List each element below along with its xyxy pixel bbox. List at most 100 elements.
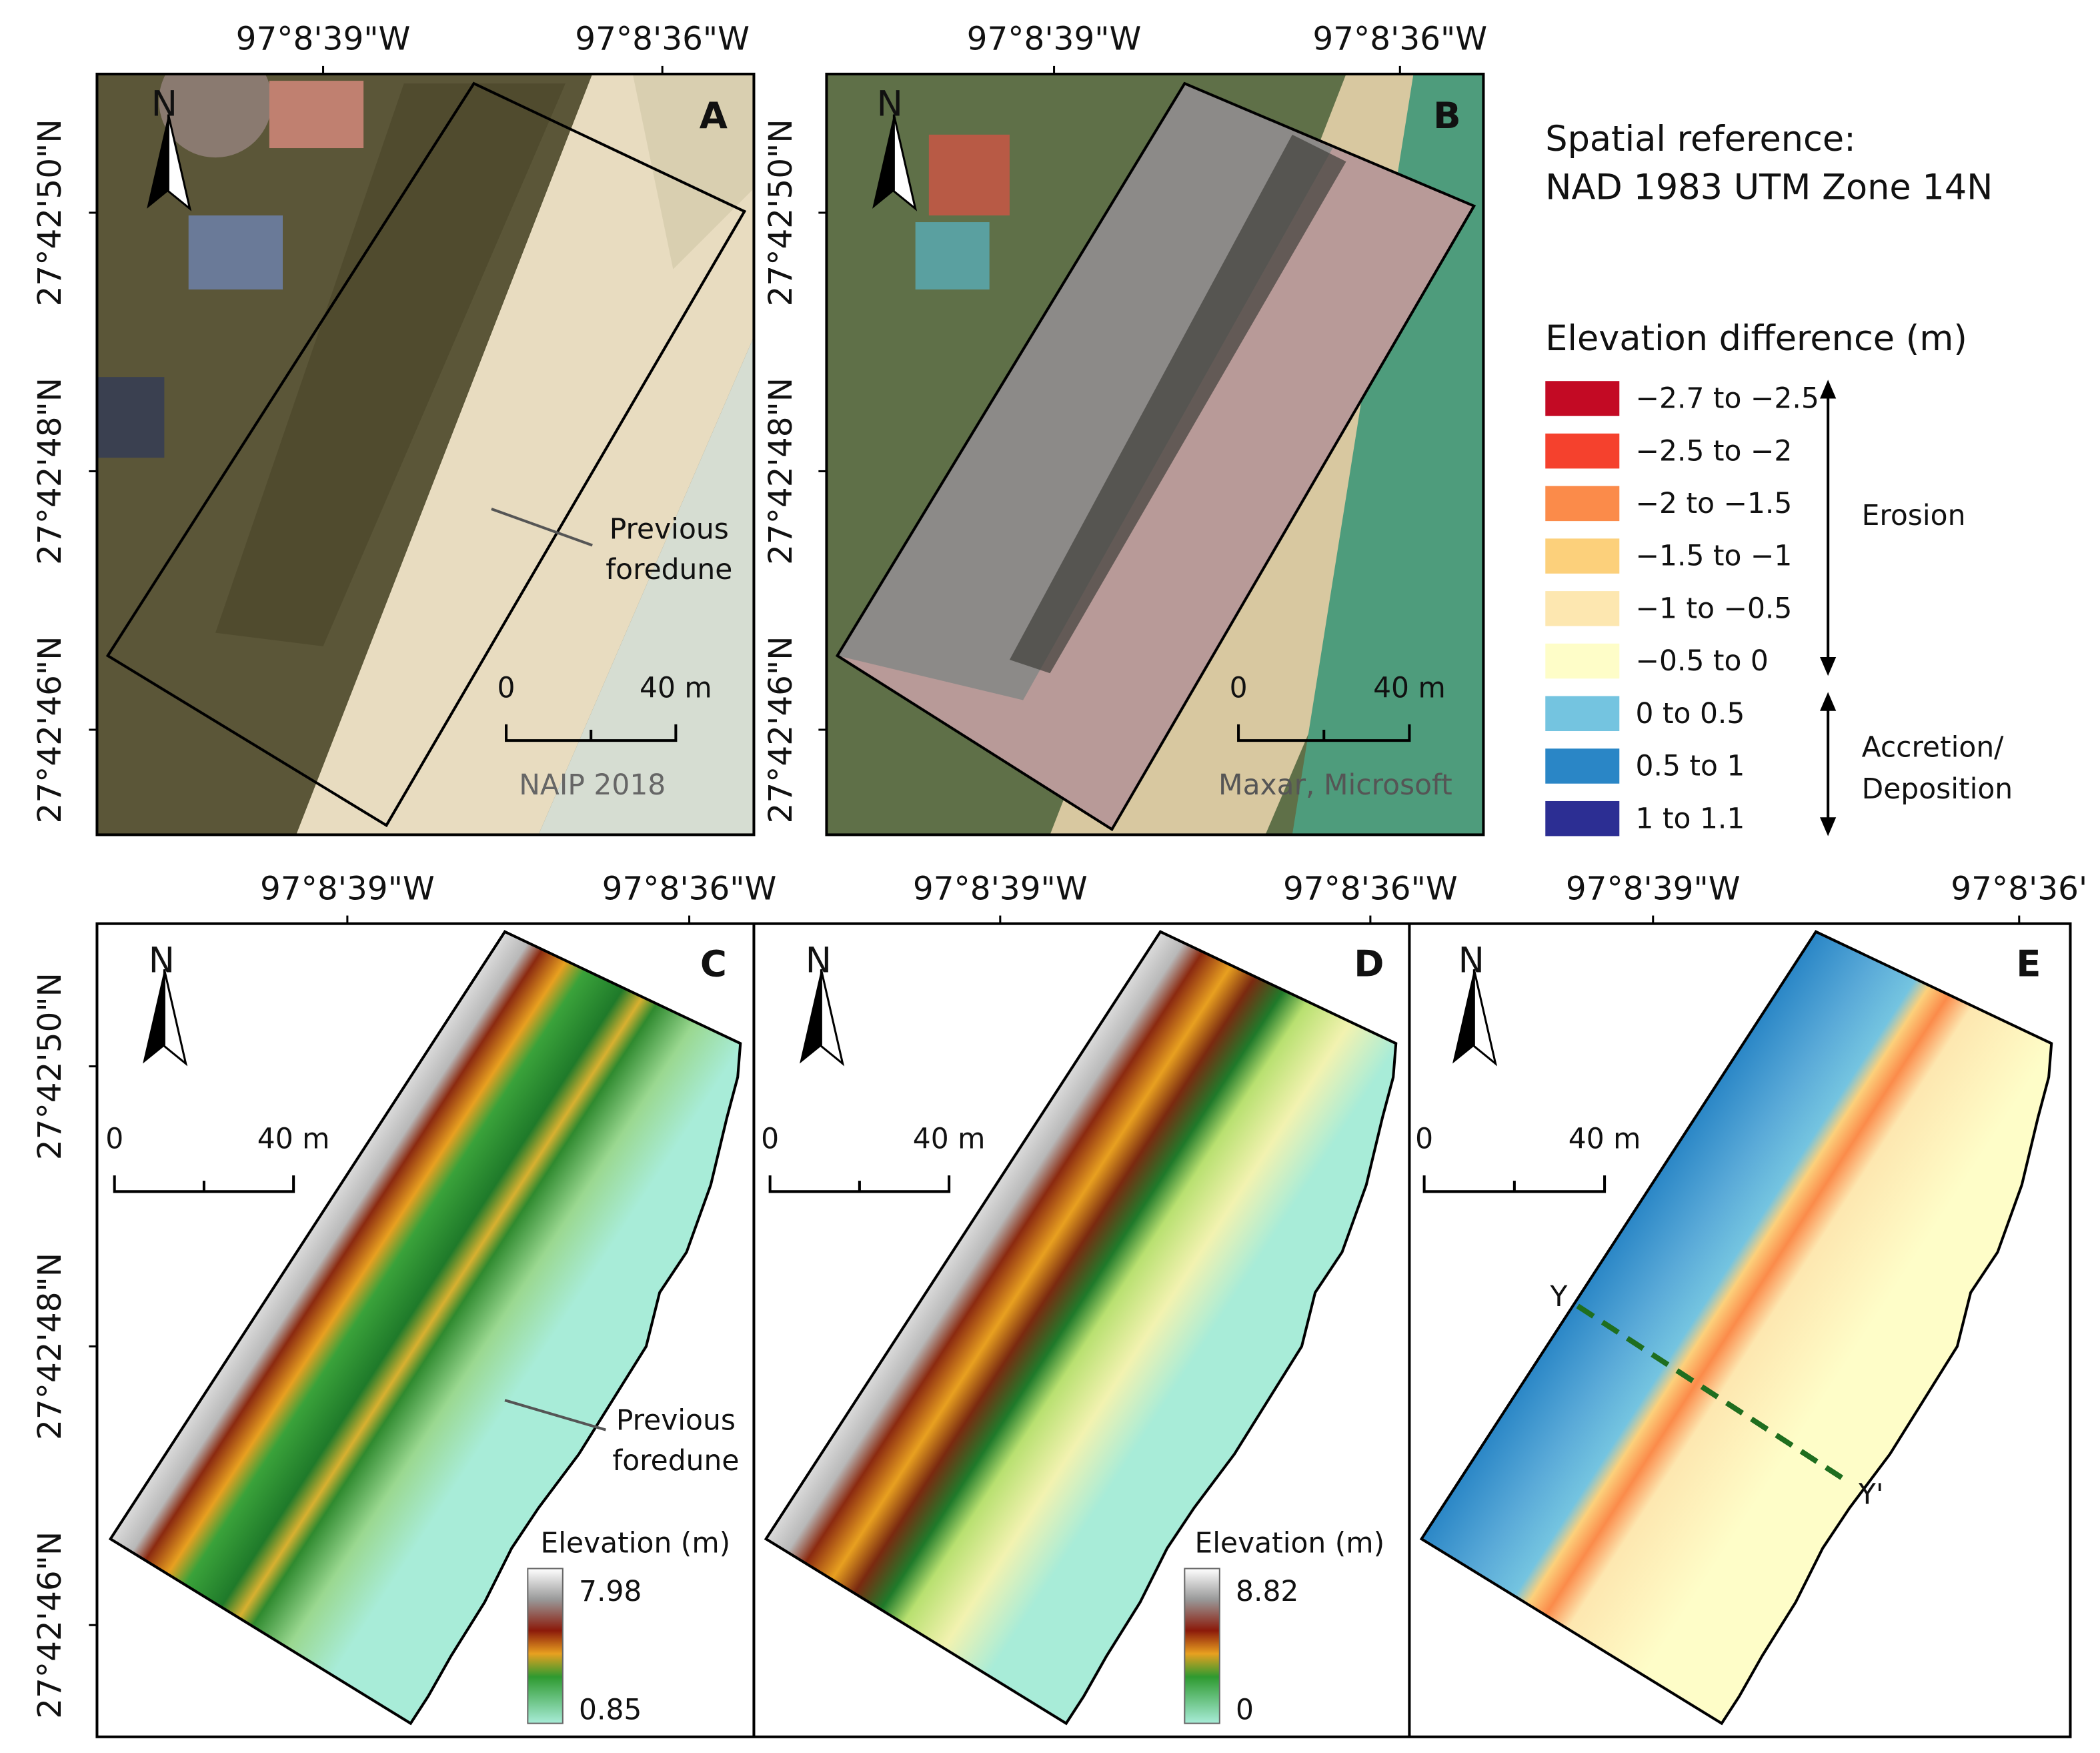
rect	[928, 134, 1010, 215]
latitude-label: 27°42'46"N	[31, 1532, 69, 1719]
legend-swatch	[1545, 381, 1620, 416]
panel-letter: E	[2016, 942, 2041, 985]
legend-label: −0.5 to 0	[1636, 644, 1769, 677]
elevation-map	[111, 932, 741, 1724]
north-arrow	[141, 968, 187, 1065]
scale-label: 0	[497, 672, 515, 704]
scale-label: 40 m	[1568, 1123, 1641, 1155]
spatial-reference: Spatial reference:	[1545, 119, 1856, 159]
panel-b-image	[826, 74, 1484, 835]
leader-line	[491, 508, 593, 547]
image-source: NAIP 2018	[519, 768, 666, 801]
arrow-head	[1820, 692, 1837, 711]
profile-label: Y'	[1858, 1478, 1884, 1511]
annotation: Previous	[616, 1404, 736, 1437]
longitude-label: 97°8'39"W	[1566, 870, 1741, 907]
latitude-label: 27°42'46"N	[762, 636, 800, 824]
legend-swatch	[1545, 433, 1620, 469]
scale-label: 40 m	[913, 1123, 986, 1155]
legend-swatch	[1545, 800, 1620, 836]
north-label: N	[1458, 940, 1484, 981]
study-area	[835, 81, 1476, 832]
legend-group: Accretion/	[1862, 730, 2005, 763]
panel-frame	[95, 72, 756, 836]
difference-map	[1422, 932, 2052, 1724]
longitude-label: 97°8'39"W	[260, 870, 435, 907]
north-label: N	[151, 84, 177, 125]
legend-label: 0 to 0.5	[1636, 697, 1745, 730]
scale-bar	[768, 1175, 951, 1193]
latitude-label: 27°42'48"N	[31, 378, 69, 565]
spatial-reference: NAD 1983 UTM Zone 14N	[1545, 167, 1993, 208]
legend-swatch	[1545, 748, 1620, 784]
study-area	[105, 81, 747, 828]
legend-title: Elevation difference (m)	[1545, 318, 1967, 359]
scale-label: 40 m	[257, 1123, 330, 1155]
legend-swatch	[1545, 538, 1620, 574]
scale-label: 40 m	[1373, 672, 1446, 704]
north-arrow	[1451, 968, 1497, 1065]
legend-label: −1 to −0.5	[1636, 592, 1793, 624]
latitude-label: 27°42'50"N	[31, 119, 69, 306]
longitude-label: 97°8'39"W	[967, 21, 1142, 58]
panel-letter: C	[700, 942, 727, 985]
panel-a-image	[97, 74, 754, 835]
latitude-label: 27°42'48"N	[762, 378, 800, 565]
scale-label: 0	[105, 1123, 123, 1155]
arrow-head	[1820, 817, 1837, 836]
scale-bar	[113, 1175, 295, 1193]
polygon	[538, 336, 754, 835]
elevation-map	[766, 932, 1396, 1724]
rect	[915, 222, 990, 289]
legend-label: −1.5 to −1	[1636, 540, 1793, 572]
color-bar	[1184, 1568, 1220, 1724]
latitude-label: 27°42'50"N	[31, 973, 69, 1160]
rect	[269, 81, 364, 149]
polygon	[215, 83, 566, 646]
legend-swatch	[1545, 591, 1620, 626]
panel-frame	[95, 922, 2072, 1738]
scale-bar	[505, 724, 678, 742]
annotation: foredune	[612, 1444, 739, 1477]
legend-label: −2 to −1.5	[1636, 487, 1793, 520]
elevation-max: 8.82	[1236, 1575, 1298, 1608]
panel-frame	[825, 72, 1485, 836]
color-bar	[527, 1568, 564, 1724]
scale-label: 0	[1415, 1123, 1433, 1155]
profile-label: Y	[1550, 1280, 1568, 1313]
longitude-label: 97°8'36"W	[1312, 21, 1487, 58]
profile-line	[1576, 1303, 1849, 1484]
rect	[97, 377, 165, 458]
latitude-label: 27°42'50"N	[762, 119, 800, 306]
longitude-label: 97°8'39"W	[913, 870, 1088, 907]
arrow-head	[1820, 380, 1837, 399]
elevation-max: 7.98	[579, 1575, 642, 1608]
latitude-label: 27°42'48"N	[31, 1253, 69, 1440]
north-label: N	[877, 84, 903, 125]
annotation: foredune	[606, 553, 732, 586]
longitude-label: 97°8'36"W	[575, 21, 750, 58]
annotation: Previous	[610, 512, 729, 545]
panel-letter: A	[700, 94, 728, 137]
longitude-label: 97°8'36'	[1951, 870, 2087, 907]
arrow-head	[1820, 656, 1837, 676]
polygon	[632, 74, 754, 269]
north-label: N	[149, 940, 175, 981]
latitude-label: 27°42'46"N	[31, 636, 69, 824]
leader-line	[504, 1399, 606, 1431]
north-arrow	[798, 968, 844, 1065]
longitude-label: 97°8'36"W	[1283, 870, 1458, 907]
legend-label: −2.5 to −2	[1636, 434, 1793, 467]
scale-bar	[1422, 1175, 1607, 1193]
polygon	[837, 83, 1333, 700]
legend-label: −2.7 to −2.5	[1636, 382, 1819, 415]
legend-swatch	[1545, 643, 1620, 679]
longitude-label: 97°8'39"W	[236, 21, 411, 58]
legend-label: 1 to 1.1	[1636, 802, 1745, 834]
elevation-title: Elevation (m)	[1194, 1526, 1384, 1559]
panel-letter: D	[1354, 942, 1384, 985]
panel-letter: B	[1433, 94, 1461, 137]
scale-label: 0	[761, 1123, 779, 1155]
